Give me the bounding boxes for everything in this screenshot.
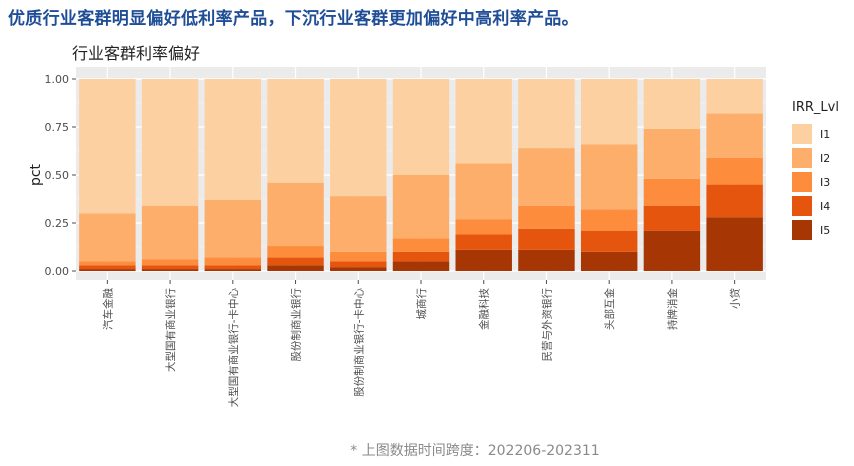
legend-title: IRR_Lvl — [792, 100, 839, 115]
legend-swatch-i1 — [792, 124, 812, 144]
legend-label-i1: I1 — [820, 128, 830, 141]
legend-swatch-i4 — [792, 196, 812, 216]
bar-segment-i5 — [205, 269, 261, 271]
bar-segment-i3 — [706, 158, 762, 185]
bar-segment-i2 — [581, 144, 637, 209]
bar-segment-i1 — [644, 79, 700, 129]
bar-segment-i4 — [393, 252, 449, 262]
bar-segment-i4 — [205, 265, 261, 269]
bar-segment-i5 — [79, 269, 135, 271]
y-axis-label: pct — [28, 163, 44, 186]
legend-swatch-i3 — [792, 172, 812, 192]
bar-segment-i5 — [644, 231, 700, 271]
bar-segment-i4 — [79, 265, 135, 269]
bar-segment-i3 — [267, 246, 323, 258]
x-tick-label: 股份制商业银行-卡中心 — [352, 288, 365, 397]
bar-segment-i2 — [330, 196, 386, 252]
bar-segment-i1 — [581, 79, 637, 144]
bar-segment-i2 — [706, 114, 762, 158]
bar-segment-i3 — [79, 261, 135, 265]
bar-segment-i2 — [267, 183, 323, 246]
x-tick-label: 小贷 — [729, 288, 742, 309]
x-tick-label: 汽车金融 — [101, 288, 114, 330]
x-tick-label: 民营与外资银行 — [540, 288, 553, 362]
bar-segment-i1 — [706, 79, 762, 114]
legend-label-i3: I3 — [820, 176, 830, 189]
bar-segment-i2 — [518, 148, 574, 206]
footnote: * 上图数据时间跨度：202206-202311 — [0, 440, 854, 460]
bar-segment-i4 — [518, 229, 574, 250]
bar-segment-i4 — [267, 258, 323, 266]
x-tick-label: 持牌消金 — [666, 288, 679, 330]
bar-segment-i1 — [393, 79, 449, 175]
bar-segment-i1 — [267, 79, 323, 183]
bar-segment-i2 — [142, 206, 198, 260]
x-tick-label: 金融科技 — [478, 288, 491, 330]
y-tick-label: 0.75 — [45, 121, 70, 134]
x-tick-label: 大型国有商业银行-卡中心 — [227, 288, 240, 408]
bar-segment-i3 — [205, 258, 261, 266]
bar-segment-i3 — [518, 206, 574, 229]
bar-segment-i5 — [330, 267, 386, 271]
legend-label-i4: I4 — [820, 200, 830, 213]
bar-segment-i5 — [581, 252, 637, 271]
bar-segment-i2 — [644, 129, 700, 179]
x-tick-label: 大型国有商业银行 — [164, 288, 177, 372]
x-tick-label: 头部互金 — [603, 288, 616, 330]
bar-segment-i3 — [393, 238, 449, 251]
bar-segment-i4 — [581, 231, 637, 252]
bar-segment-i5 — [142, 269, 198, 271]
y-tick-label: 0.50 — [45, 169, 70, 182]
y-tick-label: 0.25 — [45, 217, 70, 230]
x-tick-label: 城商行 — [415, 288, 428, 320]
bar-segment-i2 — [393, 175, 449, 238]
legend-swatch-i5 — [792, 220, 812, 240]
bar-segment-i4 — [456, 235, 512, 250]
legend-swatch-i2 — [792, 148, 812, 168]
stacked-bar-chart: 0.00 0.25 0.50 0.75 1.00 汽车金融 大型国有商业银行 大型国有商业银行… — [0, 0, 854, 440]
bar-segment-i1 — [456, 79, 512, 163]
bar-segment-i1 — [79, 79, 135, 213]
bar-segment-i2 — [205, 200, 261, 258]
bar-segment-i2 — [79, 213, 135, 261]
bar-segment-i5 — [393, 261, 449, 271]
bar-segment-i2 — [456, 163, 512, 219]
bar-segment-i5 — [706, 217, 762, 271]
bar-segment-i1 — [518, 79, 574, 148]
footnote-text: * 上图数据时间跨度：202206-202311 — [350, 443, 599, 459]
bar-segment-i1 — [205, 79, 261, 200]
y-tick-label: 0.00 — [45, 265, 70, 278]
bar-segment-i1 — [330, 79, 386, 196]
bar-segment-i5 — [267, 265, 323, 271]
x-tick-label: 股份制商业银行 — [290, 288, 303, 362]
y-tick-label: 1.00 — [45, 73, 70, 86]
bar-segment-i3 — [456, 219, 512, 234]
legend-label-i2: I2 — [820, 152, 830, 165]
legend-label-i5: I5 — [820, 224, 830, 237]
bar-segment-i4 — [330, 261, 386, 267]
bar-segment-i5 — [518, 250, 574, 271]
bar-segment-i3 — [330, 252, 386, 262]
bar-segment-i1 — [142, 79, 198, 206]
bar-segment-i3 — [644, 179, 700, 206]
bar-segment-i3 — [581, 210, 637, 231]
bar-segment-i4 — [706, 185, 762, 218]
bar-segment-i4 — [644, 206, 700, 231]
bar-segment-i5 — [456, 250, 512, 271]
bar-segment-i3 — [142, 259, 198, 265]
bar-segment-i4 — [142, 265, 198, 269]
